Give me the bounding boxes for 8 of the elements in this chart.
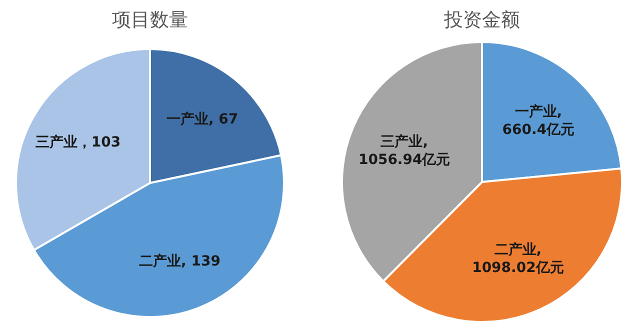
slice-label: 一产业, 67 [166,110,238,128]
chart-title: 投资金额 [443,9,520,31]
slice-label: 一产业, 660.4亿元 [502,102,575,138]
slice-label: 三产业，103 [35,133,121,150]
slice-label: 三产业, 1056.94亿元 [358,132,450,168]
slice-label: 二产业, 139 [139,252,220,270]
chart-title: 项目数量 [112,9,188,31]
slice-label: 二产业, 1098.02亿元 [472,240,564,276]
